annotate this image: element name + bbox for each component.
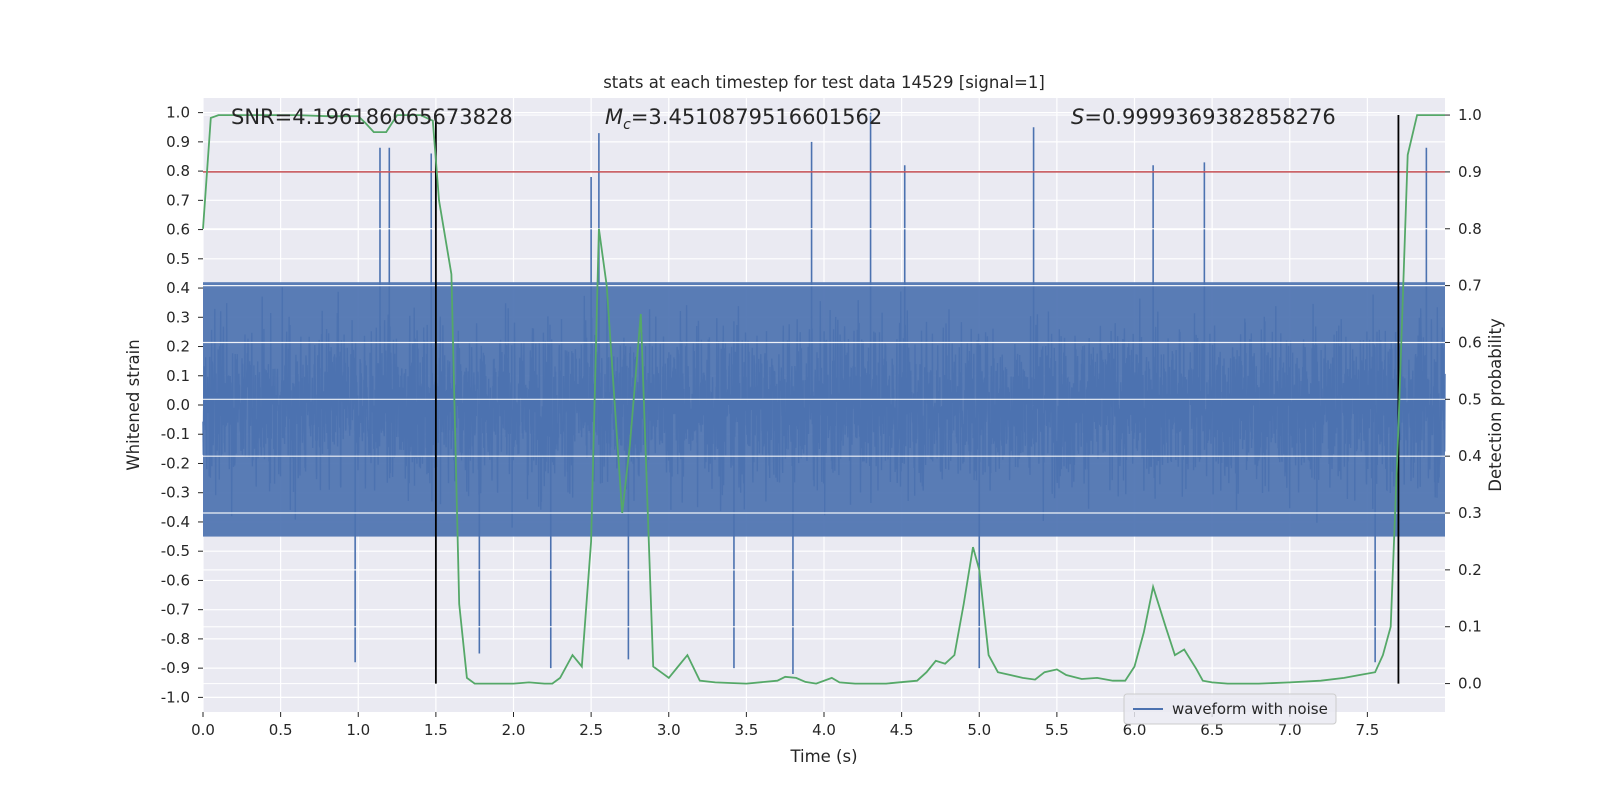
- y-tick-label: 0.7: [166, 191, 190, 209]
- y2-tick-label: 1.0: [1458, 106, 1482, 124]
- y2-tick-label: 0.6: [1458, 333, 1482, 351]
- s-annotation: S=0.9999369382858276: [1071, 105, 1336, 129]
- probability-series: [202, 114, 1445, 685]
- y-tick-label: 0.8: [166, 162, 190, 180]
- mc-value: =3.4510879516601562: [631, 105, 882, 129]
- x-tick-label: 1.0: [346, 721, 370, 739]
- y-tick-label: -0.3: [161, 484, 190, 502]
- y-tick-label: 0.3: [166, 308, 190, 326]
- y-tick-label: 1.0: [166, 104, 190, 122]
- s-value: =0.9999369382858276: [1084, 105, 1335, 129]
- legend: waveform with noise: [1123, 693, 1337, 725]
- y-axis-label: Whitened strain: [124, 339, 143, 470]
- x-tick-label: 6.0: [1123, 721, 1147, 739]
- y2-tick-label: 0.4: [1458, 447, 1482, 465]
- y2-tick-label: 0.8: [1458, 220, 1482, 238]
- y2-tick-label: 0.3: [1458, 504, 1482, 522]
- y-tick-label: -1.0: [161, 688, 190, 706]
- y-tick-label: -0.8: [161, 630, 190, 648]
- mc-subscript: c: [623, 117, 631, 133]
- x-tick-label: 2.0: [502, 721, 526, 739]
- y-tick-label: -0.4: [161, 513, 190, 531]
- y-tick-label: -0.6: [161, 571, 190, 589]
- x-axis-label: Time (s): [789, 747, 857, 766]
- y-tick-label: 0.5: [166, 250, 190, 268]
- x-tick-label: 0.5: [269, 721, 293, 739]
- axis-ticks: 0.0 0.5 1.0 1.5 2.0 2.5 3.0 3.5 4.0 4.5 5.0 5.5 6.0 6…: [161, 104, 1482, 739]
- y-tick-label: -0.1: [161, 425, 190, 443]
- y-tick-label: -0.7: [161, 601, 190, 619]
- y-tick-label: 0.4: [166, 279, 190, 297]
- y-tick-label: 0.1: [166, 367, 190, 385]
- y2-axis-label: Detection probability: [1486, 318, 1505, 492]
- x-tick-label: 5.5: [1045, 721, 1069, 739]
- y-tick-label: 0.6: [166, 221, 190, 239]
- x-tick-label: 0.0: [191, 721, 215, 739]
- y2-tick-label: 0.5: [1458, 390, 1482, 408]
- x-tick-label: 3.0: [657, 721, 681, 739]
- y-tick-label: -0.2: [161, 454, 190, 472]
- x-tick-label: 7.0: [1278, 721, 1302, 739]
- x-tick-label: 5.0: [967, 721, 991, 739]
- event-markers: [434, 115, 1400, 684]
- y2-tick-label: 0.2: [1458, 561, 1482, 579]
- legend-box: [1123, 693, 1337, 725]
- chirp-mass-annotation: Mc=3.4510879516601562: [605, 105, 882, 133]
- snr-annotation: SNR=4.196186065673828: [231, 105, 513, 129]
- chart-title: stats at each timestep for test data 145…: [603, 73, 1045, 92]
- y-tick-label: 0.0: [166, 396, 190, 414]
- x-tick-label: 1.5: [424, 721, 448, 739]
- y-tick-label: 0.2: [166, 338, 190, 356]
- legend-label: waveform with noise: [1172, 700, 1328, 718]
- y2-tick-label: 0.9: [1458, 163, 1482, 181]
- y2-tick-label: 0.7: [1458, 277, 1482, 295]
- s-symbol: S: [1071, 105, 1084, 129]
- x-tick-label: 7.5: [1355, 721, 1379, 739]
- mc-symbol: M: [605, 105, 623, 129]
- x-tick-label: 3.5: [734, 721, 758, 739]
- y2-tick-label: 0.0: [1458, 675, 1482, 693]
- y-tick-label: 0.9: [166, 133, 190, 151]
- x-tick-label: 2.5: [579, 721, 603, 739]
- y2-tick-label: 0.1: [1458, 618, 1482, 636]
- x-tick-label: 6.5: [1200, 721, 1224, 739]
- waveform-series: [202, 112, 1446, 685]
- y-tick-label: -0.5: [161, 542, 190, 560]
- x-tick-label: 4.0: [812, 721, 836, 739]
- waveform-dense-band: [203, 282, 1445, 537]
- y-tick-label: -0.9: [161, 659, 190, 677]
- x-tick-label: 4.5: [890, 721, 914, 739]
